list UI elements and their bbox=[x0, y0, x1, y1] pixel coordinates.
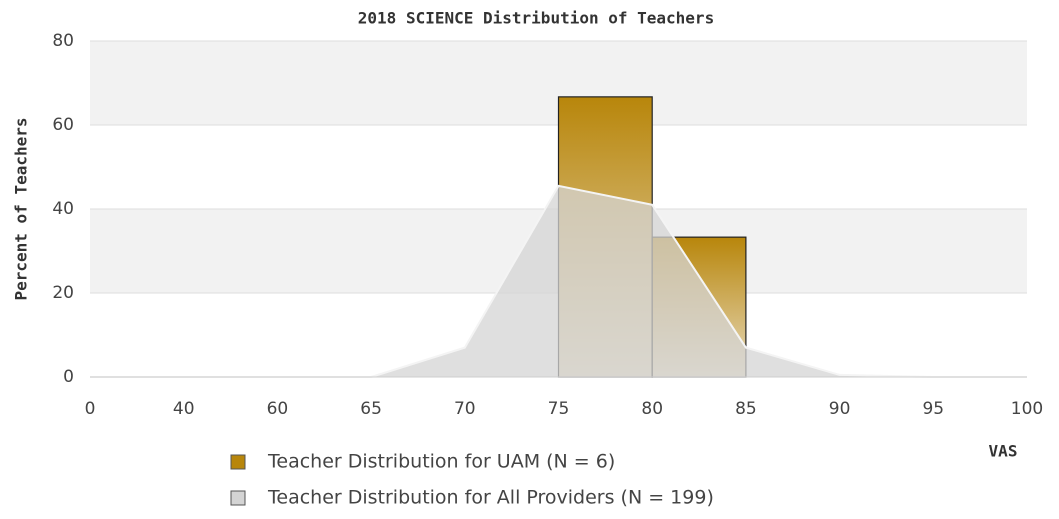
legend-swatch bbox=[230, 490, 246, 506]
y-tick-label: 40 bbox=[52, 199, 74, 219]
x-tick-label: 90 bbox=[829, 399, 851, 419]
x-tick-label: 95 bbox=[922, 399, 944, 419]
x-tick-label: 75 bbox=[548, 399, 570, 419]
x-tick-label: 40 bbox=[173, 399, 195, 419]
y-tick-label: 0 bbox=[63, 367, 74, 387]
x-tick-label: 0 bbox=[85, 399, 96, 419]
x-tick-label: 85 bbox=[735, 399, 757, 419]
legend-label: Teacher Distribution for All Providers (… bbox=[267, 487, 714, 509]
y-tick-label: 20 bbox=[52, 283, 74, 303]
x-tick-label: 70 bbox=[454, 399, 476, 419]
x-axis-label: VAS bbox=[989, 442, 1018, 461]
x-tick-label: 80 bbox=[641, 399, 663, 419]
x-tick-label: 100 bbox=[1011, 399, 1043, 419]
y-tick-label: 80 bbox=[52, 31, 74, 51]
x-tick-label: 60 bbox=[267, 399, 289, 419]
legend-label: Teacher Distribution for UAM (N = 6) bbox=[267, 451, 615, 473]
x-tick-label: 65 bbox=[360, 399, 382, 419]
area bbox=[90, 185, 1027, 377]
y-tick-label: 60 bbox=[52, 115, 74, 135]
y-axis-label: Percent of Teachers bbox=[12, 117, 31, 300]
legend-swatch bbox=[230, 454, 246, 470]
chart-title: 2018 SCIENCE Distribution of Teachers bbox=[358, 9, 714, 28]
